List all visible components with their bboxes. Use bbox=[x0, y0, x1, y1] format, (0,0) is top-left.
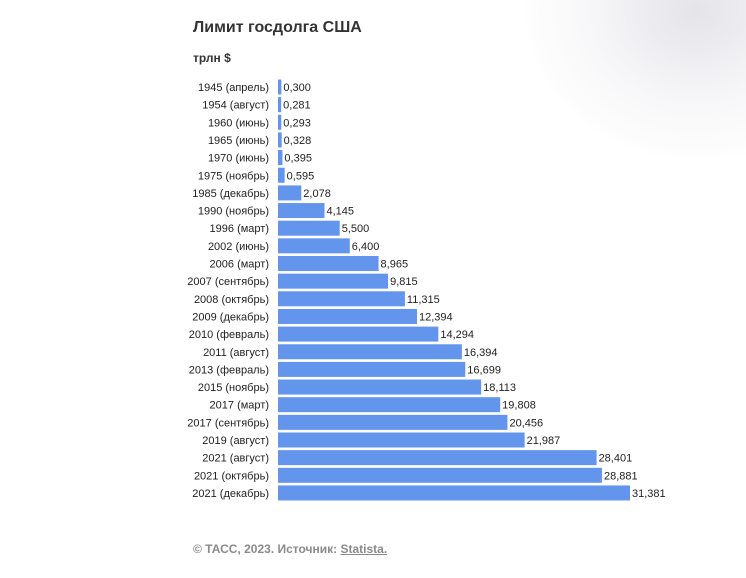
chart-title: Лимит госдолга США bbox=[193, 19, 362, 36]
bar bbox=[278, 485, 630, 501]
category-label: 2011 (август) bbox=[203, 347, 269, 359]
category-label: 2021 (декабрь) bbox=[192, 488, 269, 500]
bar bbox=[278, 238, 350, 254]
value-label: 0,281 bbox=[283, 100, 311, 112]
category-label: 1960 (июнь) bbox=[208, 117, 269, 129]
bar bbox=[278, 97, 282, 113]
category-label: 1990 (ноябрь) bbox=[198, 206, 269, 218]
value-label: 14,294 bbox=[440, 329, 474, 341]
bar bbox=[278, 414, 508, 430]
bar bbox=[278, 291, 405, 307]
category-label: 1965 (июнь) bbox=[208, 135, 269, 147]
category-label: 2008 (октябрь) bbox=[194, 294, 269, 306]
bar bbox=[278, 203, 325, 219]
value-label: 31,381 bbox=[632, 488, 666, 500]
bar bbox=[278, 432, 525, 448]
value-label: 5,500 bbox=[342, 223, 370, 235]
bar bbox=[278, 326, 439, 342]
bar bbox=[278, 344, 462, 360]
category-label: 2010 (февраль) bbox=[189, 329, 269, 341]
bar bbox=[278, 185, 302, 201]
bar bbox=[278, 308, 418, 324]
category-label: 1954 (август) bbox=[202, 100, 269, 112]
value-label: 16,394 bbox=[464, 347, 498, 359]
source-footer: © ТАСС, 2023. Источник: Statista. bbox=[193, 542, 387, 556]
bar bbox=[278, 397, 501, 413]
value-label: 18,113 bbox=[483, 382, 516, 394]
copyright-text: © ТАСС, 2023. Источник: bbox=[193, 542, 341, 556]
category-label: 2015 (ноябрь) bbox=[198, 382, 269, 394]
bar bbox=[278, 379, 482, 395]
category-label: 1996 (март) bbox=[210, 223, 269, 235]
category-label: 2021 (октябрь) bbox=[194, 470, 269, 482]
value-label: 20,456 bbox=[509, 417, 543, 429]
value-label: 6,400 bbox=[352, 241, 380, 253]
value-label: 19,808 bbox=[502, 400, 536, 412]
source-link[interactable]: Statista. bbox=[340, 542, 388, 556]
bar bbox=[278, 79, 282, 95]
category-label: 2021 (август) bbox=[202, 453, 269, 465]
value-label: 12,394 bbox=[419, 311, 453, 323]
category-label: 2007 (сентябрь) bbox=[187, 276, 269, 288]
value-label: 16,699 bbox=[467, 364, 501, 376]
value-label: 0,293 bbox=[283, 117, 311, 129]
category-label: 2019 (август) bbox=[202, 435, 269, 447]
value-label: 28,881 bbox=[604, 470, 638, 482]
value-label: 2,078 bbox=[303, 188, 331, 200]
category-label: 2009 (декабрь) bbox=[192, 311, 269, 323]
value-label: 11,315 bbox=[407, 294, 440, 306]
value-label: 21,987 bbox=[527, 435, 561, 447]
category-label: 2006 (март) bbox=[210, 259, 269, 271]
bar bbox=[278, 132, 282, 148]
bar bbox=[278, 220, 340, 236]
bar bbox=[278, 450, 597, 466]
category-label: 1945 (апрель) bbox=[198, 82, 269, 94]
category-label: 2002 (июнь) bbox=[208, 241, 269, 253]
bar bbox=[278, 114, 282, 130]
bar bbox=[278, 467, 602, 483]
value-label: 8,965 bbox=[381, 259, 409, 271]
category-label: 2013 (февраль) bbox=[189, 364, 269, 376]
category-label: 1970 (июнь) bbox=[208, 153, 269, 165]
value-label: 0,595 bbox=[287, 170, 315, 182]
category-label: 2017 (март) bbox=[210, 400, 269, 412]
bar bbox=[278, 150, 283, 166]
category-label: 2017 (сентябрь) bbox=[187, 417, 269, 429]
value-label: 28,401 bbox=[599, 453, 633, 465]
bar bbox=[278, 361, 466, 377]
bar bbox=[278, 273, 389, 289]
value-label: 9,815 bbox=[390, 276, 418, 288]
unit-label: трлн $ bbox=[193, 51, 231, 65]
category-label: 1985 (декабрь) bbox=[192, 188, 269, 200]
value-label: 4,145 bbox=[326, 206, 354, 218]
value-label: 0,328 bbox=[284, 135, 312, 147]
bar bbox=[278, 256, 379, 271]
value-label: 0,395 bbox=[284, 153, 312, 165]
bar bbox=[278, 167, 285, 183]
value-label: 0,300 bbox=[283, 82, 311, 94]
category-label: 1975 (ноябрь) bbox=[198, 170, 269, 182]
